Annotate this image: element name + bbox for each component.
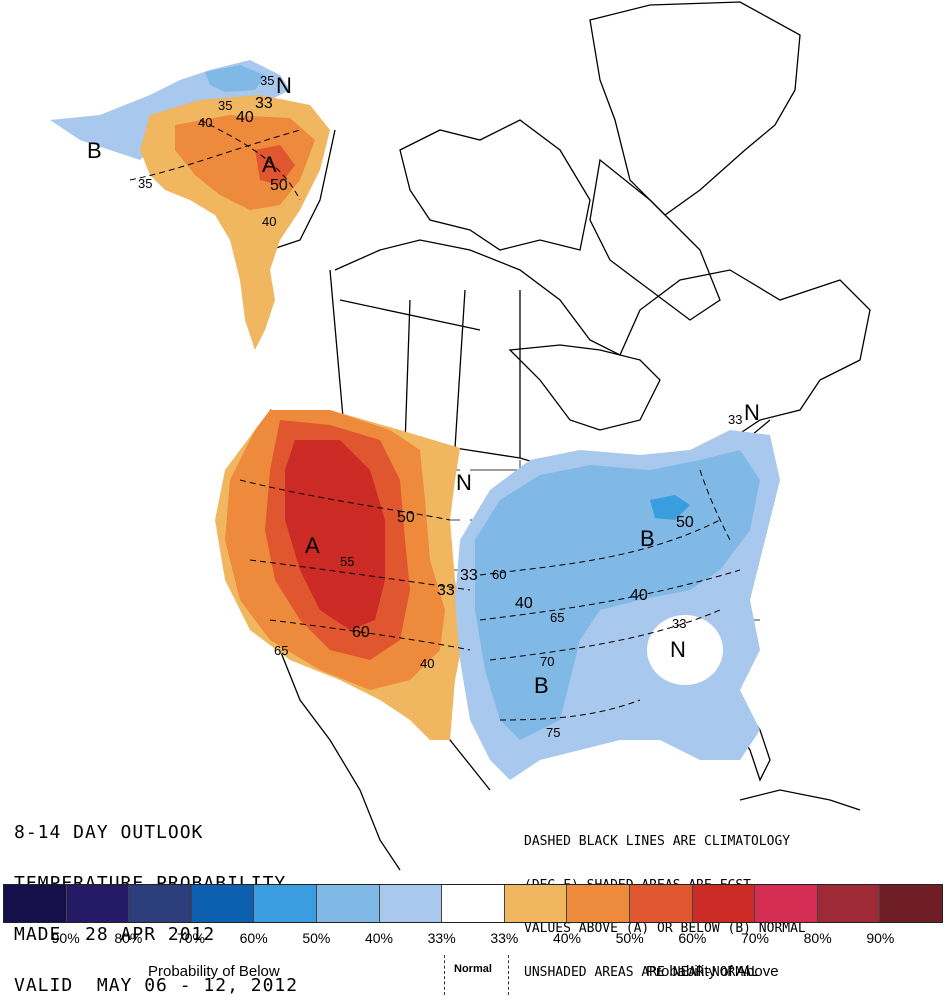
contour-label: 35 [260, 73, 274, 88]
east-below-60 [650, 495, 690, 520]
west-above-shading [215, 410, 465, 740]
canada-mainland-outline [334, 239, 871, 461]
legend-swatch [129, 885, 192, 922]
contour-label: 50 [676, 514, 694, 531]
south-below-letter: B [534, 673, 549, 698]
east-below-shading [455, 430, 780, 780]
west-above-70 [285, 440, 385, 630]
above-probability-label: Probability of Above [646, 963, 779, 980]
east-below-letter: B [640, 526, 655, 551]
legend-percent-label: 80% [114, 930, 143, 946]
arctic-islands-outline [399, 119, 591, 251]
legend-percent-label: 33% [490, 930, 519, 946]
greenland-outline [589, 1, 801, 216]
contour-label: 55 [340, 554, 354, 569]
legend-percent-label: 80% [803, 930, 832, 946]
title-line: MADE 28 APR 2012 [14, 924, 216, 945]
below-probability-label: Probability of Below [148, 963, 280, 980]
legend-percent-label: 90% [51, 930, 80, 946]
hudson-bay-outline [508, 344, 661, 431]
legend-percent-label: 40% [364, 930, 394, 946]
contour-label-group: 35 35 35 33 40 40 50 40 50 55 60 65 40 3… [138, 73, 742, 740]
alaska-shading [50, 60, 330, 350]
contour-label: 33 [672, 616, 686, 631]
legend-percent-label: 70% [740, 930, 770, 946]
southeast-normal-hole [647, 615, 723, 685]
baffin-outline [589, 158, 721, 321]
canada-province-lines [329, 269, 521, 458]
legend-swatch [692, 885, 756, 922]
southeast-normal-letter: N [670, 637, 686, 662]
legend-swatch [755, 885, 818, 922]
legend-percent-label: 70% [176, 930, 206, 946]
contour-label: 40 [420, 656, 434, 671]
contour-label: 40 [198, 115, 212, 130]
contour-label: 60 [492, 567, 506, 582]
legend-percent-label: 33% [427, 930, 456, 946]
cuba-outline [739, 789, 861, 811]
note-line: DASHED BLACK LINES ARE CLIMATOLOGY [524, 834, 791, 849]
contour-label: 50 [270, 177, 288, 194]
legend-swatch [442, 885, 505, 922]
legend-swatch [629, 885, 693, 922]
legend-swatch [880, 885, 942, 922]
contour-label: 75 [546, 725, 560, 740]
alaska-above-60 [255, 145, 295, 185]
contour-label: 70 [540, 654, 554, 669]
legend-swatch [379, 885, 443, 922]
mexico-outline [279, 649, 401, 871]
contour-label: 60 [352, 624, 370, 641]
probability-color-bar [3, 884, 943, 923]
legend-swatch [504, 885, 568, 922]
contour-label: 33 [460, 567, 478, 584]
contour-label: 40 [236, 109, 254, 126]
alaska-above-50 [175, 115, 315, 210]
alaska-above-letter: A [262, 152, 277, 177]
plains-normal-letter: N [456, 470, 472, 495]
title-line: 8-14 DAY OUTLOOK [14, 822, 204, 843]
contour-label: 33 [728, 412, 742, 427]
legend-percent-label: 50% [302, 930, 331, 946]
normal-label: Normal [454, 963, 492, 975]
legend-percent-label: 40% [552, 930, 582, 946]
legend-swatch [254, 885, 317, 922]
normal-divider-left [444, 955, 445, 995]
legend-percent-label: 60% [678, 930, 707, 946]
alaska-below-40 [205, 65, 265, 92]
west-above-letter: A [305, 533, 320, 558]
region-letter-group: B A N A N B B N N [87, 73, 760, 698]
legend-swatch [191, 885, 255, 922]
legend-swatch [66, 885, 130, 922]
contour-label: 35 [138, 176, 152, 191]
contour-label: 33 [437, 582, 455, 599]
east-below-50 [475, 450, 760, 740]
legend-swatch [316, 885, 380, 922]
legend-percent-label: 60% [239, 930, 268, 946]
northeast-normal-letter: N [744, 400, 760, 425]
contour-label: 33 [255, 95, 273, 112]
climatology-contours [129, 119, 741, 721]
legend-percent-label: 50% [615, 930, 644, 946]
alaska-normal-letter: N [276, 73, 292, 98]
legend-percent-label: 90% [866, 930, 895, 946]
alaska-canada-border [269, 129, 336, 251]
legend-swatch [567, 885, 630, 922]
title-line: VALID MAY 06 - 12, 2012 [14, 975, 299, 996]
contour-label: 40 [515, 595, 533, 612]
legend-swatch [817, 885, 881, 922]
normal-divider-right [508, 955, 509, 995]
alaska-below-letter: B [87, 138, 102, 163]
note-line: UNSHADED AREAS ARE NEAR-NORMAL [524, 964, 759, 980]
probability-percent-row: 90% 80% 70% 60% 50% 40% 33% 33% 40% 50% 60% 70% 80% 9… [0, 930, 946, 950]
contour-label: 35 [218, 98, 232, 113]
contour-label: 65 [550, 610, 564, 625]
legend-swatch [4, 885, 67, 922]
contour-label: 50 [397, 509, 415, 526]
contour-label: 40 [262, 214, 276, 229]
north-america-map: B A N A N B B N N 35 35 35 33 40 40 50 4… [50, 1, 871, 871]
note-line: VALUES ABOVE (A) OR BELOW (B) NORMAL [524, 921, 806, 936]
contour-label: 40 [630, 587, 648, 604]
contour-label: 65 [274, 643, 288, 658]
